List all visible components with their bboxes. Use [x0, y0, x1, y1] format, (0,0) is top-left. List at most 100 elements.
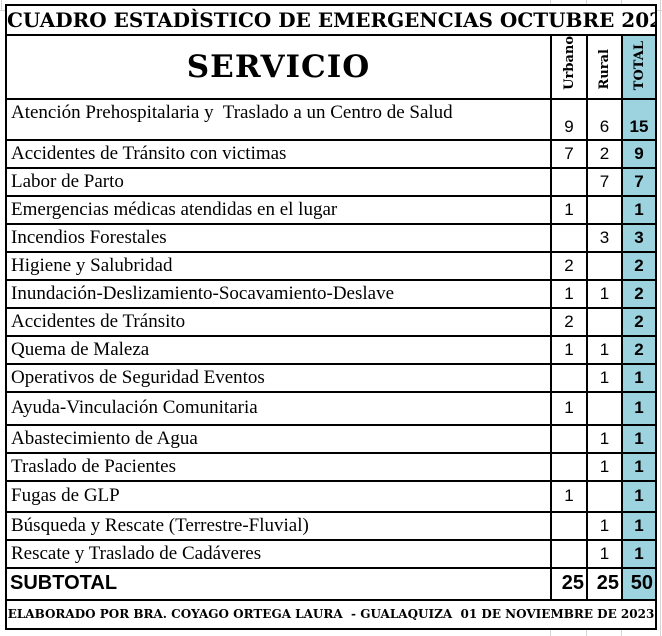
table-row: Quema de Maleza 1 1 2 — [5, 334, 658, 365]
urbano-count-cell — [550, 166, 588, 197]
emergency-statistics-table: CUADRO ESTADÌSTICO DE EMERGENCIAS OCTUBR… — [4, 4, 658, 630]
service-name-cell: Rescate y Traslado de Cadáveres — [5, 538, 552, 569]
service-name-cell: Accidentes de Tránsito con victimas — [5, 138, 552, 169]
column-header-rural-label: Rural — [597, 49, 612, 90]
page-title: CUADRO ESTADÌSTICO DE EMERGENCIAS OCTUBR… — [4, 4, 658, 36]
urbano-count-cell — [550, 222, 588, 253]
service-name-cell: Emergencias médicas atendidas en el luga… — [5, 194, 552, 225]
total-count-cell: 15 — [620, 97, 658, 141]
sheet-gridline — [657, 10, 662, 11]
service-name-cell: Operativos de Seguridad Eventos — [5, 362, 552, 393]
sheet-gridline — [0, 10, 5, 11]
table-row: Labor de Parto 7 7 — [5, 166, 658, 197]
sheet-gridline — [586, 628, 587, 636]
total-count-cell: 1 — [620, 423, 658, 454]
table-row: Ayuda-Vinculación Comunitaria 1 1 — [5, 390, 658, 426]
subtotal-row: SUBTOTAL 25 25 50 — [5, 566, 658, 601]
total-count-cell: 1 — [620, 510, 658, 541]
rural-count-cell: 1 — [586, 510, 623, 541]
sheet-gridline — [660, 0, 661, 636]
table-row: Traslado de Pacientes 1 1 — [5, 451, 658, 482]
rural-count-cell: 3 — [586, 222, 623, 253]
table-row: Rescate y Traslado de Cadáveres 1 1 — [5, 538, 658, 569]
table-row: Accidentes de Tránsito con victimas 7 2 … — [5, 138, 658, 169]
service-name-cell: Higiene y Salubridad — [5, 250, 552, 281]
total-count-cell: 1 — [620, 451, 658, 482]
total-count-cell: 1 — [620, 390, 658, 426]
urbano-count-cell: 1 — [550, 278, 588, 309]
total-count-cell: 7 — [620, 166, 658, 197]
table-row: Incendios Forestales 3 3 — [5, 222, 658, 253]
table-row: Accidentes de Tránsito 2 2 — [5, 306, 658, 337]
rural-count-cell: 1 — [586, 423, 623, 454]
table-row: Fugas de GLP 1 1 — [5, 479, 658, 513]
table-row: Higiene y Salubridad 2 2 — [5, 250, 658, 281]
rural-count-cell — [586, 390, 623, 426]
urbano-count-cell — [550, 362, 588, 393]
total-count-cell: 2 — [620, 278, 658, 309]
subtotal-total-value: 50 — [620, 566, 658, 601]
column-header-rural: Rural — [586, 34, 623, 100]
total-count-cell: 1 — [620, 194, 658, 225]
table-row: Búsqueda y Rescate (Terrestre-Fluvial) 1… — [5, 510, 658, 541]
table-row: Inundación-Deslizamiento-Socavamiento-De… — [5, 278, 658, 309]
total-count-cell: 2 — [620, 306, 658, 337]
rural-count-cell — [586, 306, 623, 337]
subtotal-rural-value: 25 — [586, 566, 623, 601]
sheet-gridline — [1, 0, 2, 10]
urbano-count-cell: 1 — [550, 334, 588, 365]
column-header-total: TOTAL — [620, 34, 658, 100]
total-count-cell: 3 — [620, 222, 658, 253]
rural-count-cell: 1 — [586, 362, 623, 393]
table-header-row: SERVICIO Urbano Rural TOTAL — [5, 34, 658, 100]
sheet-gridline — [586, 0, 587, 4]
urbano-count-cell: 2 — [550, 250, 588, 281]
urbano-count-cell: 1 — [550, 390, 588, 426]
service-name-cell: Abastecimiento de Agua — [5, 423, 552, 454]
urbano-count-cell — [550, 451, 588, 482]
urbano-count-cell — [550, 423, 588, 454]
rural-count-cell: 1 — [586, 538, 623, 569]
column-header-urbano: Urbano — [550, 34, 588, 100]
rural-count-cell — [586, 250, 623, 281]
sheet-gridline — [621, 0, 622, 4]
rural-count-cell: 6 — [586, 97, 623, 141]
column-header-servicio: SERVICIO — [5, 34, 552, 100]
total-count-cell: 9 — [620, 138, 658, 169]
subtotal-label: SUBTOTAL — [5, 566, 552, 601]
elaborated-by-note: ELABORADO POR BRA. COYAGO ORTEGA LAURA -… — [4, 598, 658, 630]
rural-count-cell — [586, 194, 623, 225]
urbano-count-cell — [550, 510, 588, 541]
table-footer-row: ELABORADO POR BRA. COYAGO ORTEGA LAURA -… — [4, 598, 658, 630]
service-name-cell: Incendios Forestales — [5, 222, 552, 253]
service-name-cell: Ayuda-Vinculación Comunitaria — [5, 390, 552, 426]
total-count-cell: 1 — [620, 362, 658, 393]
rural-count-cell: 7 — [586, 166, 623, 197]
total-count-cell: 1 — [620, 479, 658, 513]
table-row: Abastecimiento de Agua 1 1 — [5, 423, 658, 454]
service-name-cell: Atención Prehospitalaria y Traslado a un… — [5, 97, 552, 141]
table-title-row: CUADRO ESTADÌSTICO DE EMERGENCIAS OCTUBR… — [4, 4, 658, 36]
service-name-cell: Búsqueda y Rescate (Terrestre-Fluvial) — [5, 510, 552, 541]
urbano-count-cell: 9 — [550, 97, 588, 141]
total-count-cell: 2 — [620, 250, 658, 281]
service-name-cell: Quema de Maleza — [5, 334, 552, 365]
rural-count-cell: 2 — [586, 138, 623, 169]
rural-count-cell — [586, 479, 623, 513]
rural-count-cell: 1 — [586, 451, 623, 482]
service-name-cell: Traslado de Pacientes — [5, 451, 552, 482]
urbano-count-cell: 1 — [550, 194, 588, 225]
table-row: Emergencias médicas atendidas en el luga… — [5, 194, 658, 225]
service-name-cell: Accidentes de Tránsito — [5, 306, 552, 337]
rural-count-cell: 1 — [586, 334, 623, 365]
urbano-count-cell: 2 — [550, 306, 588, 337]
column-header-total-label: TOTAL — [631, 40, 647, 90]
table-row: Atención Prehospitalaria y Traslado a un… — [5, 97, 658, 141]
urbano-count-cell: 7 — [550, 138, 588, 169]
sheet-gridline — [550, 628, 551, 636]
table-row: Operativos de Seguridad Eventos 1 1 — [5, 362, 658, 393]
urbano-count-cell: 1 — [550, 479, 588, 513]
total-count-cell: 2 — [620, 334, 658, 365]
total-count-cell: 1 — [620, 538, 658, 569]
